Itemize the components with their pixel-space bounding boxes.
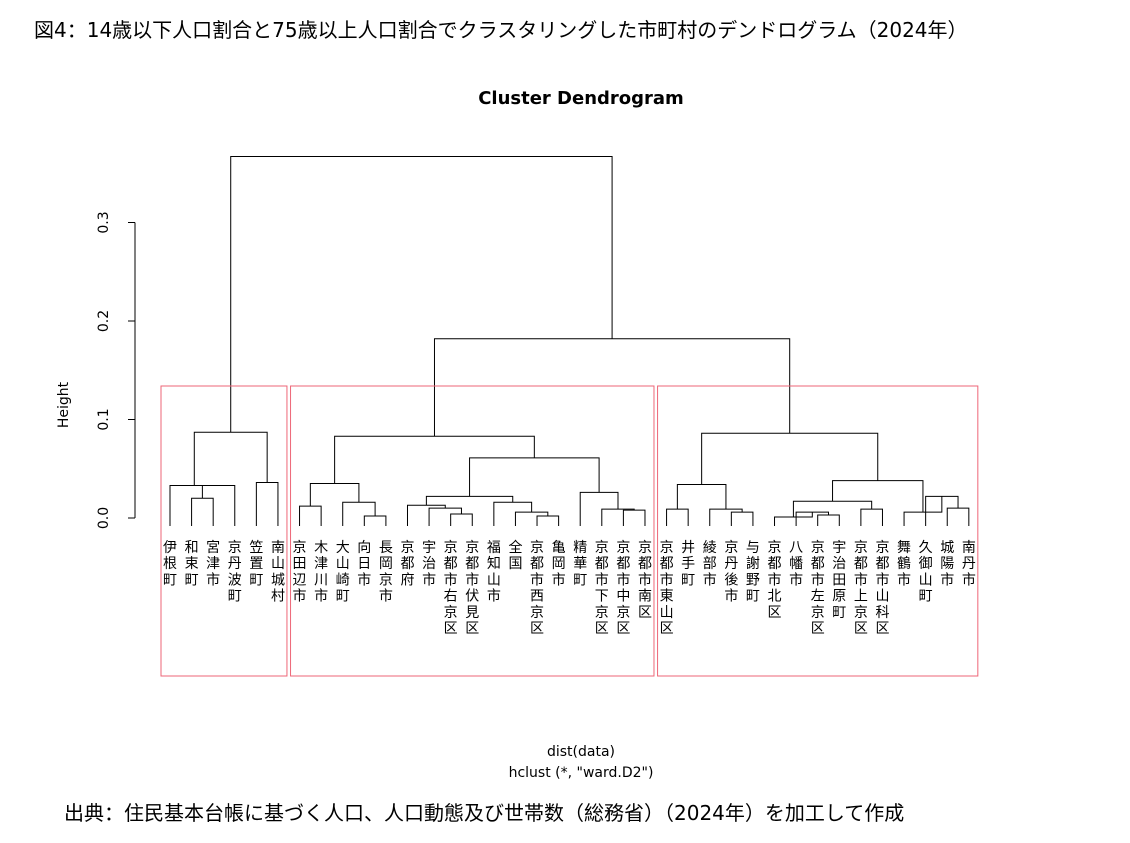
dendrogram-branch: [255, 482, 279, 526]
leaf-label: 精華町: [573, 540, 587, 588]
leaf-label: 南山城村: [271, 540, 285, 605]
leaf-label: 舞鶴市: [897, 540, 911, 588]
y-tick-label: 0.3: [96, 211, 112, 233]
source-note: 出典：住民基本台帳に基づく人口、人口動態及び世帯数（総務省）（2024年）を加工…: [64, 801, 905, 825]
leaf-label: 京都市山科区: [875, 540, 889, 637]
leaf-label: 長岡京市: [379, 540, 393, 605]
dendrogram-branch: [817, 514, 840, 526]
leaf-label: 井手町: [681, 540, 695, 588]
leaf-label: 木津川市: [314, 540, 328, 605]
dendrogram-branch: [701, 432, 879, 485]
dendrogram-branches: [169, 156, 970, 526]
method-label: hclust (*, "ward.D2"): [509, 765, 654, 781]
leaf-label: 京都市東山区: [660, 540, 674, 637]
leaf-label: 宇治田原町: [832, 540, 846, 621]
leaf-label: 城陽市: [940, 540, 954, 588]
dendrogram-branch: [230, 156, 613, 433]
cluster-box: [657, 385, 979, 677]
leaf-label: 京都市北区: [768, 540, 782, 621]
dendrogram-branch: [450, 513, 473, 526]
dendrogram-branch: [493, 501, 533, 526]
y-tick-label: 0.1: [96, 408, 112, 430]
leaf-label: 伊根町: [163, 540, 177, 588]
dendrogram-branch: [363, 515, 387, 526]
dendrogram-branch: [428, 507, 462, 526]
dendrogram-branch: [730, 511, 754, 526]
dendrogram-branch: [601, 508, 635, 526]
figure-title: 図4：14歳以下人口割合と75歳以上人口割合でクラスタリングした市町村のデンドロ…: [34, 18, 968, 42]
leaf-label: 京丹後市: [724, 540, 738, 605]
leaf-label: 京都市右京区: [444, 540, 458, 637]
dendrogram-branch: [946, 507, 970, 526]
leaf-label: 京丹波町: [228, 540, 242, 605]
leaf-label: 和束町: [185, 540, 199, 588]
leaf-label: 久御山町: [919, 540, 933, 605]
leaf-label: 綾部市: [703, 540, 717, 588]
y-tick-label: 0.2: [96, 310, 112, 332]
dendrogram-branch: [666, 508, 689, 526]
dendrogram-branch: [191, 497, 214, 526]
leaf-labels: 伊根町和束町宮津市京丹波町笠置町南山城村京田辺市木津川市大山崎町向日市長岡京市京…: [163, 539, 976, 637]
leaf-label: 与謝野町: [746, 540, 760, 605]
leaf-label: 京都市南区: [638, 540, 652, 621]
leaf-label: 京都市左京区: [811, 540, 825, 637]
dendrogram-branch: [676, 484, 727, 510]
dendrogram-branch: [514, 511, 549, 526]
dendrogram-branch: [299, 505, 322, 526]
dendrogram-branch: [342, 501, 376, 526]
dendrogram-branch: [832, 480, 924, 513]
leaf-label: 京都市西京区: [530, 540, 544, 637]
dendrogram-branch: [334, 435, 535, 484]
cluster-box: [160, 385, 288, 677]
leaf-label: 宇治市: [422, 540, 436, 588]
dendrogram-branch: [309, 483, 360, 507]
leaf-label: 向日市: [357, 540, 371, 588]
leaf-label: 福知山市: [487, 540, 501, 605]
leaf-label: 八幡市: [789, 540, 803, 588]
leaf-label: 全国: [508, 539, 522, 572]
dendrogram-branch: [622, 509, 646, 526]
dendrogram-branch: [169, 484, 219, 526]
leaf-label: 宮津市: [206, 540, 220, 588]
dendrogram-branch: [433, 338, 791, 437]
dendrogram-branch: [536, 515, 560, 526]
cluster-boxes: [160, 385, 979, 677]
dendrogram-branch: [201, 484, 236, 526]
cluster-box: [290, 385, 655, 677]
leaf-label: 笠置町: [249, 540, 263, 588]
leaf-label: 南丹市: [962, 540, 976, 588]
dendrogram-branch: [860, 508, 883, 526]
leaf-label: 京都市上京区: [854, 540, 868, 637]
dendrogram-branch: [193, 431, 268, 486]
leaf-label: 京都市中京区: [616, 540, 630, 637]
leaf-label: 京田辺市: [293, 540, 307, 605]
leaf-label: 京都市伏見区: [465, 540, 479, 637]
dendrogram-branch: [469, 457, 600, 497]
leaf-label: 京都市下京区: [595, 540, 609, 637]
y-axis: 0.0 0.1 0.2 0.3: [96, 211, 136, 529]
y-axis-title: Height: [56, 381, 72, 428]
y-tick-label: 0.0: [96, 507, 112, 529]
leaf-label: 亀岡市: [552, 540, 566, 588]
x-axis-title: dist(data): [547, 744, 615, 760]
dendrogram-branch: [425, 495, 514, 506]
leaf-label: 大山崎町: [336, 540, 350, 605]
chart-title: Cluster Dendrogram: [478, 88, 684, 109]
leaf-label: 京都府: [400, 540, 414, 588]
